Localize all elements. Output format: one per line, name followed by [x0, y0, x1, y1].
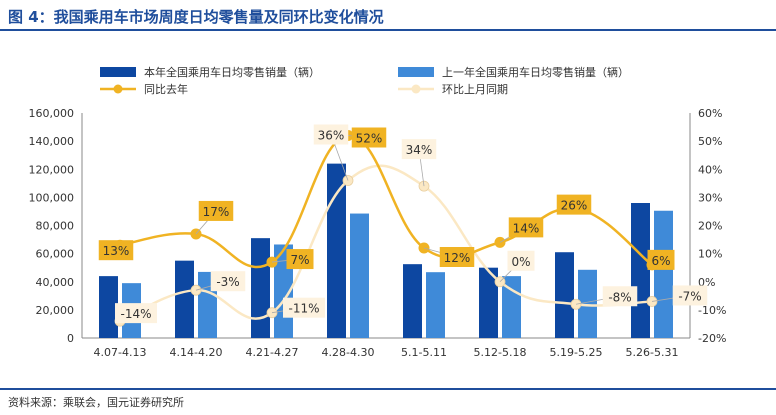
legend-label: 环比上月同期: [442, 83, 508, 96]
data-label-yoy-box: [439, 247, 475, 267]
data-label-mom-box: [507, 250, 535, 271]
bar-last-year: [350, 213, 369, 338]
data-label-mom: -8%: [608, 290, 631, 304]
legend-marker: [411, 84, 421, 94]
data-label-yoy-box: [351, 127, 387, 148]
bar-current-year: [175, 260, 194, 338]
data-label-mom-box: [313, 124, 349, 145]
data-label-mom-box: [672, 285, 708, 306]
right-tick-label: 40%: [698, 163, 722, 176]
bar-current-year: [555, 252, 574, 338]
x-tick-label: 4.21-4.27: [246, 346, 299, 359]
left-tick-label: 0: [67, 332, 74, 345]
data-label-yoy: 14%: [513, 221, 540, 235]
right-tick-label: 30%: [698, 191, 722, 204]
legend-swatch: [100, 67, 136, 77]
left-tick-label: 140,000: [29, 135, 75, 148]
bar-last-year: [426, 272, 445, 338]
data-label-mom: -14%: [120, 307, 151, 321]
data-label-mom-box: [210, 271, 246, 292]
data-label-yoy-box: [556, 194, 592, 215]
data-label-mom: 36%: [318, 129, 345, 143]
legend-marker: [113, 84, 123, 94]
data-label-mom: -7%: [678, 289, 701, 303]
data-label-mom: -11%: [288, 302, 319, 316]
left-tick-label: 40,000: [36, 276, 75, 289]
right-tick-label: -10%: [698, 304, 726, 317]
data-label-mom-box: [602, 286, 638, 307]
data-label-mom: 0%: [511, 255, 530, 269]
data-label-mom-box: [283, 297, 325, 318]
right-tick-label: 60%: [698, 107, 722, 120]
legend-label: 同比去年: [144, 82, 188, 96]
title-rule: [0, 29, 776, 31]
data-label-yoy-box: [508, 217, 544, 238]
data-label-mom: 34%: [406, 143, 433, 157]
right-tick-label: -20%: [698, 332, 726, 345]
footer-rule: [0, 388, 776, 390]
left-tick-label: 20,000: [36, 304, 75, 317]
bar-current-year: [479, 267, 498, 338]
x-tick-label: 4.28-4.30: [322, 346, 375, 359]
x-tick-label: 4.07-4.13: [94, 346, 147, 359]
bar-current-year: [99, 276, 118, 338]
data-label-yoy: 26%: [561, 199, 588, 213]
data-label-yoy: 13%: [103, 244, 130, 258]
left-tick-label: 60,000: [36, 248, 75, 261]
right-tick-label: 50%: [698, 135, 722, 148]
x-tick-label: 5.19-5.25: [550, 346, 603, 359]
x-tick-label: 5.26-5.31: [626, 346, 679, 359]
right-tick-label: 20%: [698, 220, 722, 233]
x-tick-label: 4.14-4.20: [170, 346, 223, 359]
x-tick-label: 5.1-5.11: [401, 346, 447, 359]
data-label-yoy-box: [647, 249, 675, 270]
data-label-mom: -3%: [216, 275, 239, 289]
left-tick-label: 160,000: [29, 107, 75, 120]
data-label-yoy-box: [98, 240, 134, 261]
data-label-yoy: 52%: [356, 132, 383, 146]
bar-current-year: [403, 264, 422, 338]
data-label-mom-box: [115, 303, 157, 324]
left-tick-label: 120,000: [29, 163, 75, 176]
x-tick-label: 5.12-5.18: [474, 346, 527, 359]
legend-swatch: [398, 67, 434, 77]
left-tick-label: 100,000: [29, 191, 75, 204]
data-label-mom-box: [401, 139, 437, 160]
left-tick-label: 80,000: [36, 220, 75, 233]
data-label-yoy: 17%: [203, 205, 230, 219]
chart-title: 图 4：我国乘用车市场周度日均零售量及同环比变化情况: [8, 8, 384, 26]
bar-current-year: [251, 238, 270, 338]
bar-current-year: [631, 203, 650, 338]
data-label-yoy: 7%: [290, 253, 309, 267]
data-label-yoy: 12%: [444, 251, 471, 265]
bar-last-year: [578, 269, 597, 338]
line-mom: [119, 164, 653, 323]
right-tick-label: 10%: [698, 248, 722, 261]
legend-label: 上一年全国乘用车日均零售销量（辆）: [442, 65, 629, 79]
data-label-yoy: 6%: [651, 254, 670, 268]
bar-current-year: [327, 163, 346, 338]
bar-last-year: [654, 210, 673, 338]
source-note: 资料来源：乘联会，国元证券研究所: [8, 396, 184, 409]
data-label-yoy-box: [286, 249, 314, 270]
legend-label: 本年全国乘用车日均零售销量（辆）: [144, 65, 320, 79]
data-label-yoy-box: [198, 200, 234, 221]
